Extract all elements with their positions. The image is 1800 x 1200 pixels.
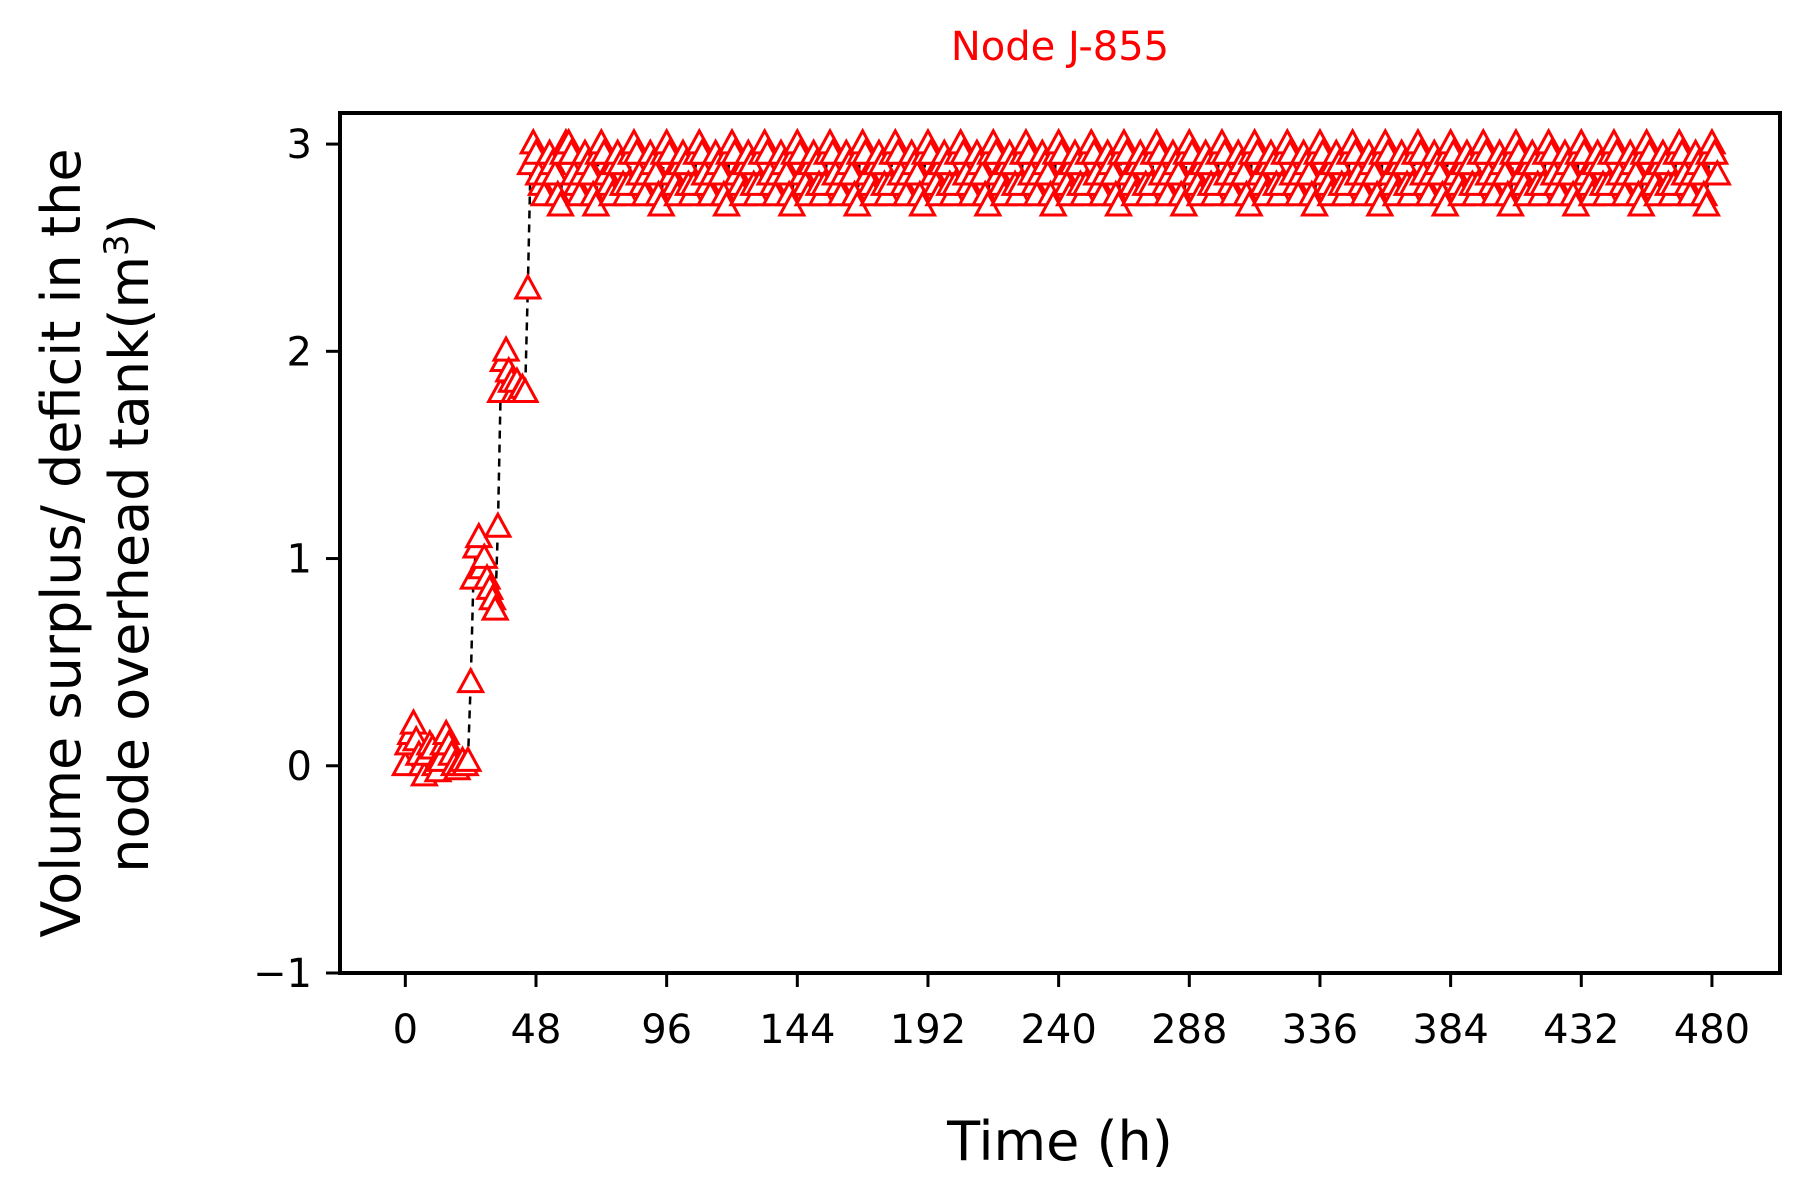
x-tick-label: 192 <box>890 1007 966 1053</box>
chart-title: Node J-855 <box>951 24 1169 70</box>
y-axis-label-close: ) <box>98 213 161 234</box>
data-point <box>469 542 499 569</box>
x-tick-label: 432 <box>1543 1007 1619 1053</box>
x-tick-label: 144 <box>759 1007 835 1053</box>
x-tick-label: 336 <box>1282 1007 1358 1053</box>
y-axis-label-superscript: 3 <box>97 234 137 256</box>
x-tick-label: 48 <box>511 1007 562 1053</box>
y-axis-label: Volume surplus/ deficit in the node over… <box>30 148 161 937</box>
plot-area <box>390 127 1732 787</box>
y-axis-label-line2: node overhead tank(m3) <box>97 213 161 873</box>
x-tick-label: 96 <box>641 1007 692 1053</box>
series-line <box>404 139 1719 777</box>
data-point <box>540 158 570 186</box>
x-tick-label: 288 <box>1151 1007 1227 1053</box>
y-tick-label: 3 <box>287 122 312 168</box>
data-point <box>510 376 540 404</box>
y-tick-label: −1 <box>253 951 312 997</box>
plot-frame <box>338 111 1782 975</box>
y-axis-label-line2-text: node overhead tank(m <box>98 256 161 873</box>
y-axis: −1 0 1 2 3 <box>253 122 340 997</box>
data-point <box>513 272 543 300</box>
data-point <box>483 511 513 538</box>
data-point <box>1691 189 1722 217</box>
y-tick-label: 1 <box>287 537 312 583</box>
data-point <box>1700 138 1730 165</box>
x-axis: 0 48 96 144 192 240 288 336 384 432 480 <box>393 973 1750 1053</box>
data-point <box>480 594 510 621</box>
data-point <box>1702 158 1732 186</box>
x-tick-label: 0 <box>393 1007 418 1053</box>
y-tick-label: 2 <box>287 329 312 375</box>
x-axis-label: Time (h) <box>946 1110 1173 1173</box>
y-tick-label: 0 <box>287 744 312 790</box>
x-tick-label: 384 <box>1412 1007 1488 1053</box>
data-point <box>456 666 486 694</box>
x-tick-label: 480 <box>1674 1007 1750 1053</box>
x-tick-label: 240 <box>1020 1007 1096 1053</box>
y-axis-label-line1: Volume surplus/ deficit in the <box>30 148 93 937</box>
data-point <box>491 334 521 362</box>
data-point <box>453 745 483 772</box>
